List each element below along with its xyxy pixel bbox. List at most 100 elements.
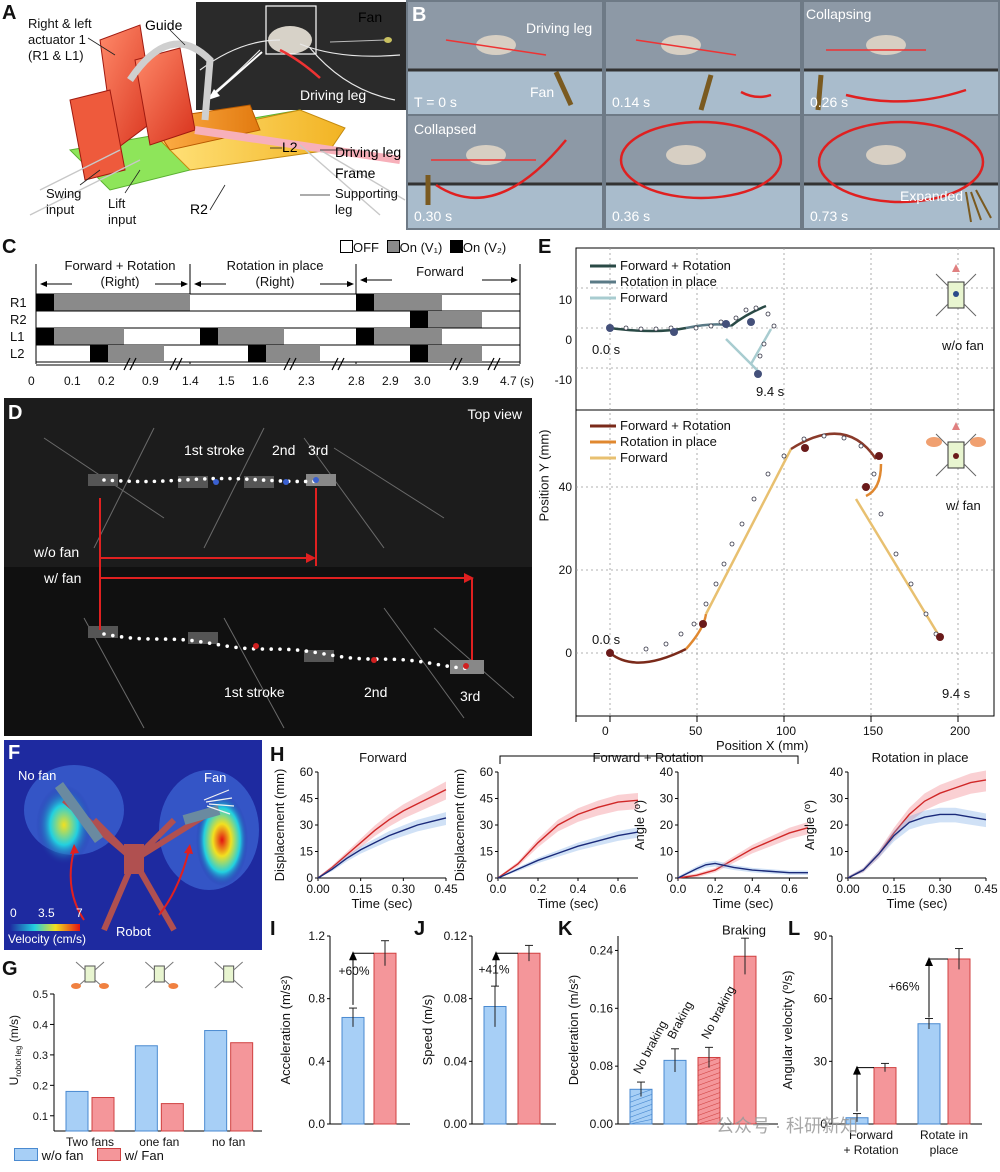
d-dot-top xyxy=(203,477,207,481)
c-tick-8: 2.8 xyxy=(348,374,365,388)
g-bar xyxy=(65,1090,89,1132)
panel-d: D Top view 1st stroke 2nd 3rd w/o fan w/… xyxy=(4,398,532,736)
d-dot-bottom xyxy=(436,662,441,667)
c-tick-labels: 0 0.1 0.2 0.9 1.4 1.5 1.6 2.3 2.8 2.9 3.0 3.9 4.7 (s) xyxy=(0,374,536,390)
b-time-4: 0.36 s xyxy=(612,208,651,224)
c-row-r2 xyxy=(35,310,521,329)
k-label-no-braking-2: No braking xyxy=(698,984,738,1042)
l-arrowhead-2 xyxy=(925,956,933,966)
e-top-start: 0.0 s xyxy=(592,342,621,357)
c-legend-on1-swatch xyxy=(386,240,400,253)
g-category-label: no fan xyxy=(212,1135,245,1149)
h-ytick-label: 40 xyxy=(830,765,844,779)
d-dot-bottom xyxy=(207,641,212,645)
h-xtick-label: 0.6 xyxy=(781,882,798,896)
g-ylabel-unit: (m/s) xyxy=(6,1014,21,1046)
e-legend-bottom-1: Rotation in place xyxy=(620,434,717,449)
g-category-label: Two fans xyxy=(66,1135,114,1149)
panel-a-illustration: Right & left actuator 1 (R1 & L1) Guide … xyxy=(29,2,406,217)
panel-letter-c: C xyxy=(2,236,17,258)
panel-letter-f: F xyxy=(8,742,21,764)
c-tick-9: 2.9 xyxy=(382,374,399,388)
d-dot-top xyxy=(228,476,232,481)
h-xlabel: Time (sec) xyxy=(352,896,413,911)
photo-fan-stalk xyxy=(329,39,386,43)
g-ytick-label: 0.3 xyxy=(33,1050,48,1062)
k-label-braking-title: Braking xyxy=(722,923,766,938)
h-xtick-label: 0.45 xyxy=(434,882,458,896)
h-xtick-label: 0.6 xyxy=(610,882,627,896)
h-line-wo-fan xyxy=(847,813,987,879)
d-dot-bottom xyxy=(383,657,388,661)
g-robot-icon xyxy=(84,965,96,983)
f-leg-no-fan xyxy=(54,782,104,843)
g-legend-wo: w/o fan xyxy=(41,1148,84,1163)
d-dot-top xyxy=(110,478,115,483)
label-lift-input: Lift input xyxy=(108,196,137,227)
panel-f: F No fan Fan Robot 0 3.5 7 Velocity (cm/… xyxy=(4,740,262,950)
c-legend-off-swatch xyxy=(340,240,353,253)
h-band-wo-fan xyxy=(498,827,638,878)
c-tick-10: 3.0 xyxy=(414,374,431,388)
d-dot-bottom xyxy=(357,656,362,661)
h-ytick-label: 45 xyxy=(480,792,494,806)
guide-rail xyxy=(127,40,214,121)
h-ytick-label: 0 xyxy=(666,871,673,885)
d-dot-top xyxy=(135,479,140,484)
d-dot-bottom xyxy=(313,650,318,655)
i-ytick-label: 0.8 xyxy=(308,992,325,1006)
d-dot-top xyxy=(152,479,157,484)
c-tick-1: 0.1 xyxy=(64,374,81,388)
g-bar xyxy=(204,1030,228,1132)
d-third-top: 3rd xyxy=(308,442,329,458)
c-row-label-l1: L1 xyxy=(10,329,25,344)
c-row-labels: R1 R2 L1 L2 xyxy=(10,294,27,362)
l-bar-wo-fan-1 xyxy=(917,1023,941,1125)
c-phase-1: Forward + Rotation (Right) xyxy=(64,258,176,289)
f-scale-1: 3.5 xyxy=(38,906,55,920)
d-dot-bottom xyxy=(172,637,177,642)
label-driving-leg-photo: Driving leg xyxy=(300,87,366,103)
b-time-1: 0.14 s xyxy=(612,94,651,110)
e-legend-top-2: Forward xyxy=(620,290,668,305)
k-bar-no-braking-w-hatch xyxy=(697,1082,721,1091)
g-bar xyxy=(91,1097,115,1132)
i-ylabel: Acceleration (m/s²) xyxy=(278,975,293,1084)
k-bar-no-braking-w-hatch xyxy=(697,1087,721,1096)
i-ytick-label: 1.2 xyxy=(308,929,325,943)
e-legend-top xyxy=(590,264,616,300)
d-wo-fan: w/o fan xyxy=(34,544,80,560)
h-band-w-fan xyxy=(498,792,638,878)
g-legend-swatch-wo xyxy=(14,1148,38,1161)
h-ytick-label: 0 xyxy=(836,871,843,885)
d-dot-top xyxy=(236,476,241,481)
d-dot-bottom xyxy=(137,636,141,641)
d-dot-top xyxy=(177,478,182,483)
k-bar-no-braking-wo-hatch xyxy=(629,1099,653,1108)
label-swing-input: Swing input xyxy=(46,186,82,217)
driving-leg-model xyxy=(194,126,401,164)
e-legend-bottom-0: Forward + Rotation xyxy=(620,418,731,433)
l-ytick-label: 0 xyxy=(820,1117,827,1131)
k-bar-no-braking-w-hatch xyxy=(697,1077,721,1086)
h-ylabel: Angle (º) xyxy=(802,800,817,850)
e-top-trajectory xyxy=(606,304,777,378)
label-frame: Frame xyxy=(335,165,376,181)
e-xtick-5: 200 xyxy=(950,724,971,738)
k-bar-no-braking-w-hatch xyxy=(697,1107,721,1116)
d-dot-bottom xyxy=(278,647,282,651)
f-robot-legs xyxy=(62,797,216,932)
d-first-stroke-top: 1st stroke xyxy=(184,442,245,458)
photo-legs xyxy=(199,39,401,101)
k-ytick-label: 0.08 xyxy=(590,1059,614,1073)
d-dot-bottom xyxy=(216,642,221,647)
d-dot-bottom xyxy=(102,632,106,636)
g-ytick-label: 0.4 xyxy=(33,1019,48,1031)
g-ylabel: Urobot leg (m/s) xyxy=(7,995,23,1105)
k-bar-no-braking-wo-hatch xyxy=(629,1094,653,1103)
h-xtick-label: 0.2 xyxy=(530,882,547,896)
g-robot-icon xyxy=(153,965,165,983)
k-bar-no-braking-wo-hatch xyxy=(629,1109,653,1118)
e-top-ytick-1: 0 xyxy=(565,333,572,347)
